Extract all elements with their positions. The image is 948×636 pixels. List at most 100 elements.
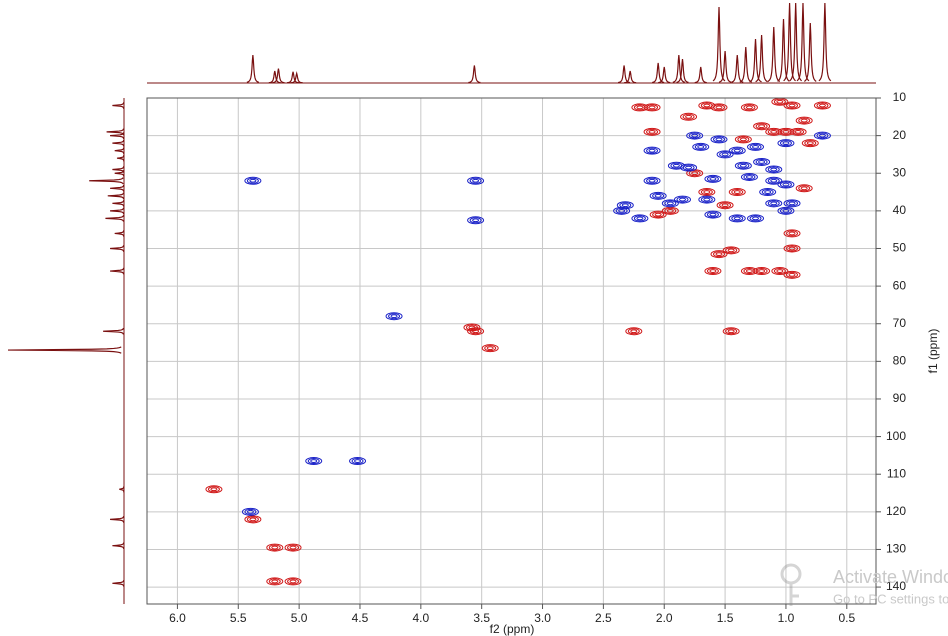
contour-ring — [798, 117, 811, 124]
cross-peak — [783, 199, 801, 208]
left-peak — [116, 154, 125, 162]
contour-ring — [713, 104, 726, 111]
contour-ring — [205, 485, 223, 494]
contour-ring — [289, 579, 297, 584]
contour-ring — [716, 201, 734, 210]
contour-ring — [613, 206, 631, 215]
top-peak — [783, 2, 796, 82]
cross-peak — [686, 131, 704, 140]
contour-ring — [703, 197, 711, 202]
contour-ring — [643, 176, 661, 185]
contour-ring — [749, 215, 762, 222]
contour-ring — [804, 140, 817, 147]
contour-ring — [740, 267, 758, 276]
contour-ring — [648, 105, 656, 110]
contour-ring — [649, 210, 667, 219]
contour-ring — [818, 133, 826, 138]
contour-ring — [721, 152, 729, 157]
contour-ring — [284, 577, 302, 586]
left-peak — [114, 169, 125, 177]
cross-peak — [765, 127, 783, 136]
top-peak — [272, 68, 285, 84]
contour-ring — [777, 139, 795, 148]
cross-peak — [244, 176, 262, 185]
contour-ring — [709, 176, 717, 181]
contour-ring — [767, 128, 780, 135]
left-peak — [110, 132, 125, 139]
contour-ring — [788, 103, 796, 108]
contour-ring — [806, 141, 814, 146]
contour-ring — [678, 197, 686, 202]
cross-peak — [710, 250, 728, 259]
contour-ring — [472, 178, 480, 183]
contour-ring — [241, 507, 259, 516]
contour-ring — [733, 148, 741, 153]
top-peak — [246, 54, 260, 83]
cross-peak — [753, 157, 771, 166]
contour-ring — [246, 516, 259, 523]
contour-ring — [673, 195, 691, 204]
y-tick-label: 80 — [893, 354, 907, 368]
contour-ring — [486, 346, 494, 351]
contour-ring — [706, 211, 719, 218]
contour-ring — [706, 175, 719, 182]
contour-ring — [646, 128, 659, 135]
contour-ring — [753, 157, 771, 166]
cross-peak — [710, 103, 728, 112]
contour-ring — [463, 323, 481, 332]
contour-ring — [740, 103, 758, 112]
contour-ring — [709, 269, 717, 273]
top-peak — [676, 58, 689, 83]
contour-ring — [715, 137, 723, 142]
contour-ring — [661, 206, 679, 215]
contour-ring — [700, 196, 713, 203]
top-peak — [739, 46, 752, 83]
contour-ring — [767, 177, 780, 184]
contour-ring — [652, 211, 665, 218]
contour-ring — [284, 543, 302, 552]
cross-peak — [244, 515, 262, 524]
contour-ring — [268, 544, 281, 551]
activate-icon — [780, 563, 802, 606]
contour-ring — [706, 268, 719, 275]
contour-ring — [764, 190, 772, 194]
contour-ring — [246, 509, 254, 514]
x-tick-label: 4.5 — [352, 611, 369, 625]
top-peak — [796, 2, 810, 82]
cross-peak — [704, 174, 722, 183]
contour-ring — [786, 271, 799, 278]
cross-peak — [771, 267, 789, 276]
cross-peak — [643, 127, 661, 136]
cross-peak — [801, 139, 819, 148]
contour-ring — [788, 231, 796, 236]
contour-ring — [354, 459, 362, 463]
contour-ring — [666, 201, 674, 206]
contour-ring — [646, 177, 659, 184]
cross-peak — [631, 103, 649, 112]
contour-ring — [752, 216, 760, 221]
contour-ring — [349, 457, 367, 466]
top-peak — [789, 2, 803, 82]
contour-ring — [643, 146, 661, 155]
contour-ring — [773, 98, 786, 105]
contour-ring — [685, 165, 693, 170]
cross-peak — [649, 191, 667, 200]
left-peak — [110, 245, 125, 252]
cross-peak — [783, 101, 801, 110]
contour-ring — [648, 129, 656, 134]
contour-ring — [813, 101, 831, 110]
contour-ring — [388, 313, 401, 320]
contour-ring — [725, 247, 738, 254]
contour-ring — [207, 486, 220, 493]
contour-ring — [685, 114, 693, 119]
cross-peak — [692, 142, 710, 151]
contour-ring — [737, 162, 750, 169]
contour-ring — [249, 178, 257, 183]
cross-peak — [740, 173, 758, 182]
contour-ring — [467, 216, 485, 225]
contour-ring — [691, 133, 699, 138]
top-peak — [712, 6, 726, 82]
contour-ring — [800, 118, 808, 123]
x-tick-label: 6.0 — [169, 611, 186, 625]
